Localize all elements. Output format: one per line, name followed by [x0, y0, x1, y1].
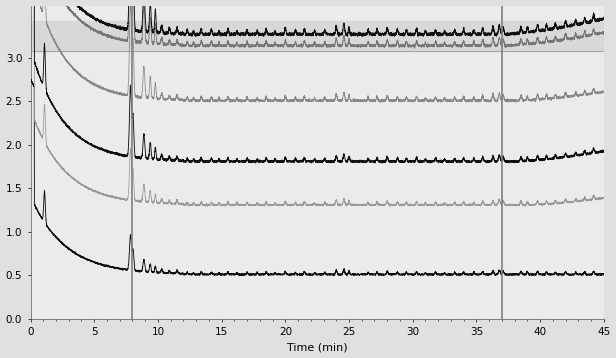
Bar — [31, 21, 604, 51]
X-axis label: Time (min): Time (min) — [287, 343, 347, 352]
